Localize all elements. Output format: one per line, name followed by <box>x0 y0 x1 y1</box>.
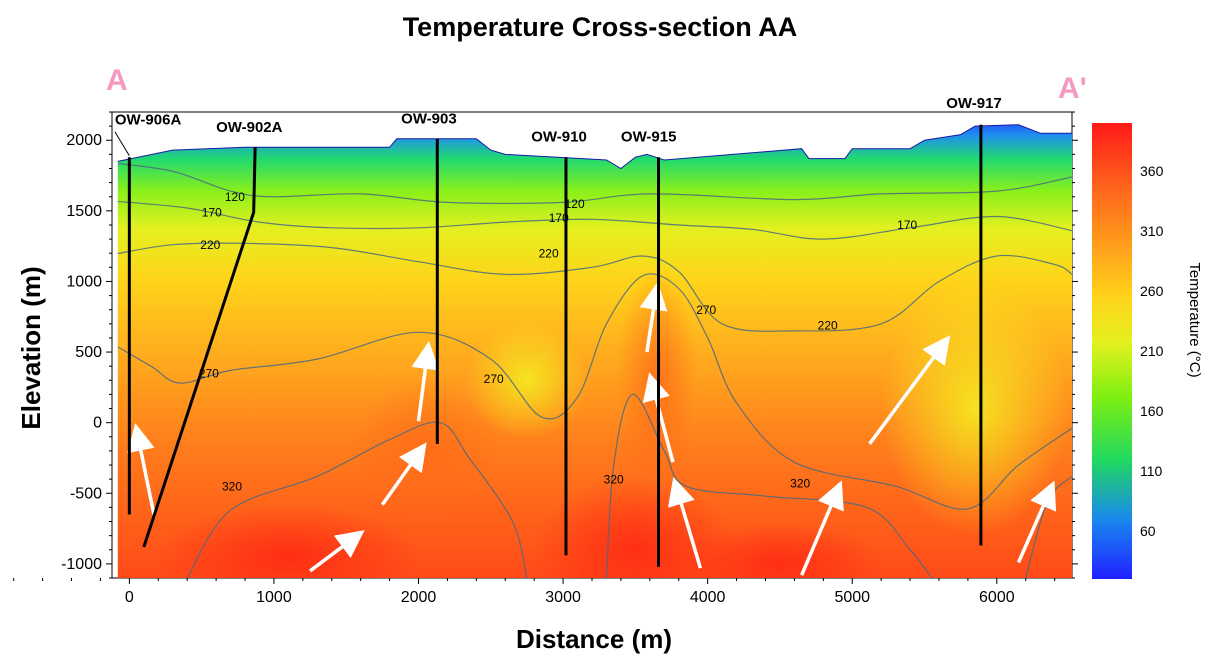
well-label: OW-902A <box>216 119 283 136</box>
x-tick-label: 1000 <box>256 589 292 606</box>
contour-line-170 <box>117 200 1072 240</box>
well-label: OW-915 <box>621 129 677 146</box>
y-tick-label: 0 <box>93 415 102 432</box>
contour-line-120 <box>117 162 1072 205</box>
x-tick-label: 4000 <box>690 589 726 606</box>
y-tick-label: -1000 <box>61 556 102 573</box>
contour-label: 220 <box>539 246 559 260</box>
x-tick-label: 0 <box>125 589 134 606</box>
contour-label: 120 <box>565 197 585 211</box>
colorbar-tick-label: 60 <box>1140 523 1156 539</box>
flow-arrow <box>667 477 703 569</box>
well-label: OW-903 <box>401 110 457 127</box>
x-tick-label: 3000 <box>545 589 581 606</box>
x-axis-title: Distance (m) <box>516 624 672 654</box>
temperature-field <box>117 124 1072 578</box>
y-tick-label: 1000 <box>66 273 102 290</box>
flow-arrow <box>127 423 156 515</box>
x-tick-label: 5000 <box>834 589 870 606</box>
contour-label: 270 <box>696 303 716 317</box>
contour-label: 270 <box>484 372 504 386</box>
contour-label: 170 <box>897 218 917 232</box>
well-label: OW-917 <box>946 95 1002 112</box>
contour-label: 220 <box>200 238 220 252</box>
flow-arrow <box>639 281 668 353</box>
well-label: OW-906A <box>115 112 182 129</box>
contour-label: 170 <box>202 205 222 219</box>
section-end-label: A' <box>1058 72 1087 105</box>
section-start-label: A <box>106 64 128 97</box>
colorbar-tick-label: 210 <box>1140 343 1164 359</box>
well-label: OW-910 <box>531 129 587 146</box>
hot-zone <box>158 503 419 578</box>
flow-arrow <box>868 335 951 445</box>
y-tick-label: -500 <box>70 485 102 502</box>
colorbar-title: Temperature (°C) <box>1186 262 1203 377</box>
contour-label: 170 <box>549 211 569 225</box>
colorbar-tick-label: 260 <box>1140 283 1164 299</box>
hot-zone <box>534 476 737 578</box>
chart-title: Temperature Cross-section AA <box>403 12 798 42</box>
contour-label: 320 <box>790 477 810 491</box>
colorbar-ticks: 60 110 160 210 260 310 360 <box>1140 163 1164 539</box>
cool-zone <box>466 320 588 440</box>
contour-label: 220 <box>818 318 838 332</box>
flow-arrow <box>411 341 440 422</box>
well-leader-line <box>114 131 130 157</box>
hot-zone <box>678 521 882 578</box>
colorbar-tick-label: 160 <box>1140 403 1164 419</box>
contour-label: 320 <box>604 472 624 486</box>
contour-line-320 <box>186 421 528 578</box>
x-tick-label: 2000 <box>401 589 437 606</box>
contour-label: 270 <box>199 366 219 380</box>
contour-label: 120 <box>225 190 245 204</box>
ground-surface-line <box>117 124 1072 170</box>
colorbar-tick-label: 360 <box>1140 163 1164 179</box>
colorbar-tick-label: 310 <box>1140 223 1164 239</box>
flow-arrow <box>642 372 675 463</box>
y-tick-label: 500 <box>75 344 102 361</box>
colorbar-tick-label: 110 <box>1140 463 1163 479</box>
flow-arrow <box>309 530 365 573</box>
well-trace <box>142 147 257 548</box>
y-tick-label: 1500 <box>66 203 102 220</box>
cool-zone <box>881 281 1070 536</box>
y-axis-title: Elevation (m) <box>16 266 46 429</box>
colorbar <box>1092 123 1132 579</box>
contour-label: 320 <box>222 479 242 493</box>
contour-line-270 <box>117 273 1072 510</box>
contour-line-220 <box>117 242 1072 332</box>
x-tick-label: 6000 <box>979 589 1015 606</box>
axis-ticks: 0 1000 2000 3000 4000 5000 6000 -1000 -500 0 500 10… <box>13 111 1078 606</box>
y-tick-label: 2000 <box>66 132 102 149</box>
flow-arrow <box>800 480 844 576</box>
flow-arrow <box>380 442 427 506</box>
flow-arrow <box>1016 480 1057 564</box>
